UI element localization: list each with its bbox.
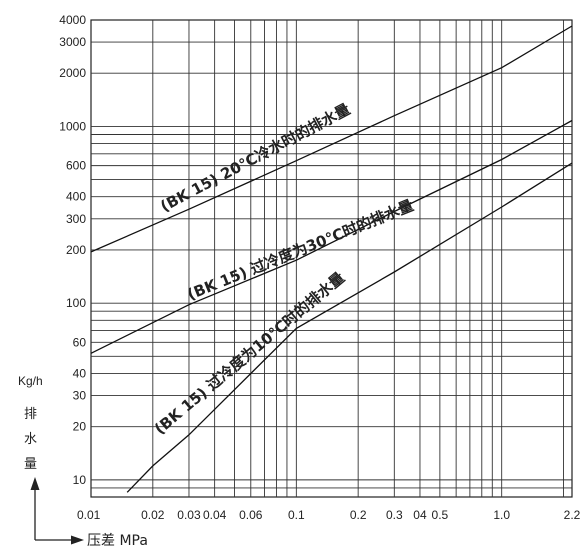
y-tick-label: 60 <box>73 335 87 349</box>
data-curves <box>90 25 573 493</box>
y-axis-label-char-1: 排 <box>24 407 37 422</box>
x-tick-label: 2.2 <box>564 508 581 522</box>
y-tick-label: 600 <box>66 159 86 173</box>
x-axis-label: 压差 MPa <box>87 533 148 549</box>
x-tick-label: 0.04 <box>203 508 227 522</box>
x-tick-label: 0.02 <box>141 508 165 522</box>
axis-arrow-indicator: 压差 MPa <box>30 477 148 549</box>
y-tick-label: 200 <box>66 243 86 257</box>
x-tick-label: 0.06 <box>239 508 263 522</box>
series-line-2 <box>90 119 573 354</box>
arrow-up-icon <box>30 477 40 490</box>
y-tick-label: 40 <box>73 366 87 380</box>
vertical-gridlines <box>152 20 564 497</box>
plot-area <box>90 19 573 498</box>
x-tick-label: 0.5 <box>432 508 449 522</box>
y-tick-label: 300 <box>66 212 86 226</box>
y-tick-label: 2000 <box>59 66 86 80</box>
x-tick-label: 04 <box>413 508 427 522</box>
y-axis-label-char-3: 量 <box>24 457 37 472</box>
series-line-3 <box>126 162 573 493</box>
y-tick-label: 1000 <box>59 119 86 133</box>
y-tick-labels: 10 20 30 40 60 100 200 300 400 600 1000 2000 3000 400… <box>59 13 86 487</box>
arrow-right-icon <box>71 535 84 545</box>
y-tick-label: 400 <box>66 190 86 204</box>
x-tick-label: 0.2 <box>350 508 367 522</box>
y-axis-label-char-2: 水 <box>24 432 37 447</box>
x-tick-labels: 0.01 0.02 0.03 0.04 0.06 0.1 0.2 0.3 04 0.5 1.0 2.2 <box>77 508 581 522</box>
x-tick-label: 0.01 <box>77 508 101 522</box>
x-tick-label: 0.1 <box>288 508 305 522</box>
series-line-1 <box>90 25 573 253</box>
y-tick-label: 20 <box>73 420 87 434</box>
y-tick-label: 3000 <box>59 35 86 49</box>
plot-border <box>90 19 573 498</box>
y-axis-title: Kg/h 排 水 量 <box>18 374 43 472</box>
x-tick-label: 0.3 <box>386 508 403 522</box>
y-tick-label: 10 <box>73 473 87 487</box>
x-tick-label: 1.0 <box>493 508 510 522</box>
y-tick-label: 4000 <box>59 13 86 27</box>
x-tick-label: 0.03 <box>177 508 201 522</box>
y-axis-unit: Kg/h <box>18 374 43 388</box>
y-tick-label: 100 <box>66 296 86 310</box>
y-tick-label: 30 <box>73 389 87 403</box>
horizontal-gridlines <box>91 41 572 489</box>
